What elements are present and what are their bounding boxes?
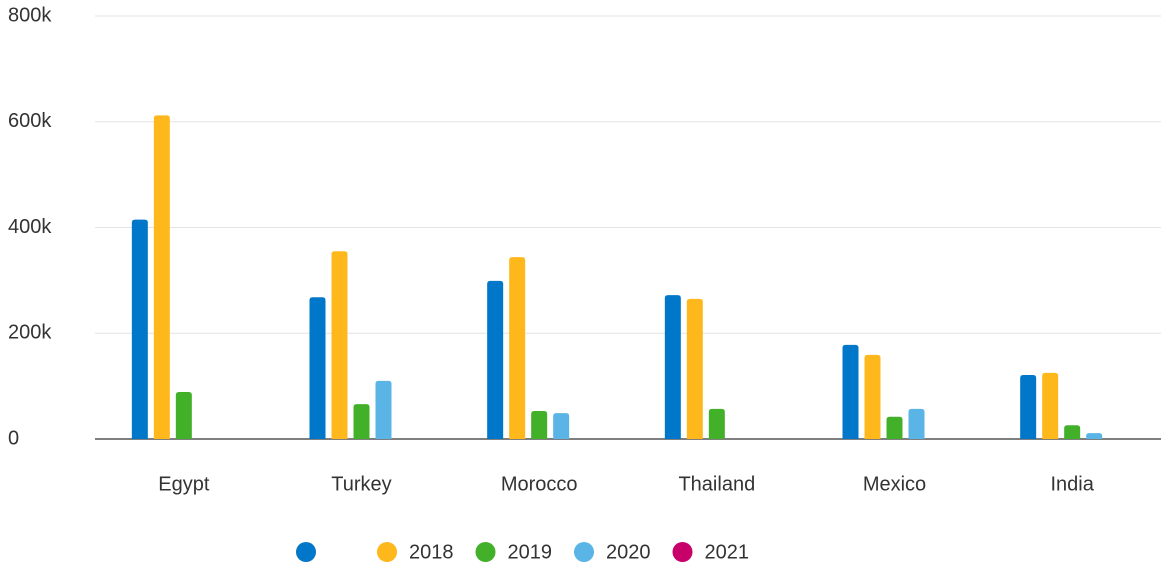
bar	[375, 380, 392, 439]
x-tick-label: Turkey	[331, 473, 391, 495]
bar	[708, 408, 725, 439]
legend-label: 2018	[409, 541, 454, 563]
legend-label: 2019	[508, 541, 553, 563]
x-tick-label: India	[1050, 473, 1094, 495]
y-tick-label: 400k	[8, 216, 52, 238]
legend-marker	[377, 542, 397, 562]
bar	[487, 280, 504, 439]
bar	[153, 115, 170, 439]
bar	[331, 251, 348, 439]
bar	[686, 298, 703, 439]
bar	[908, 408, 925, 439]
x-tick-label: Egypt	[158, 473, 210, 495]
bar	[353, 404, 370, 439]
x-tick-label: Morocco	[501, 473, 578, 495]
bar	[1042, 372, 1059, 439]
bar	[1086, 433, 1103, 439]
legend-marker	[475, 542, 496, 562]
legend-marker	[574, 542, 594, 562]
x-tick-label: Mexico	[863, 473, 926, 495]
bar	[886, 416, 903, 439]
bar	[553, 413, 570, 439]
legend-marker	[296, 542, 316, 562]
x-tick-label: Thailand	[678, 473, 755, 495]
y-tick-label: 600k	[8, 110, 52, 132]
bar	[309, 297, 326, 439]
y-tick-label: 0	[8, 427, 19, 449]
legend-label: 2020	[606, 541, 651, 563]
bar	[131, 219, 148, 439]
bar	[531, 410, 548, 439]
bar	[1020, 375, 1037, 439]
bar	[664, 295, 681, 439]
bar	[1064, 425, 1081, 439]
bar	[509, 257, 526, 439]
legend-marker	[672, 542, 693, 562]
legend-label: 2021	[705, 541, 750, 563]
bar	[842, 344, 859, 439]
bar	[175, 391, 192, 439]
bar	[864, 354, 881, 439]
y-tick-label: 800k	[8, 4, 52, 26]
y-tick-label: 200k	[8, 322, 52, 344]
